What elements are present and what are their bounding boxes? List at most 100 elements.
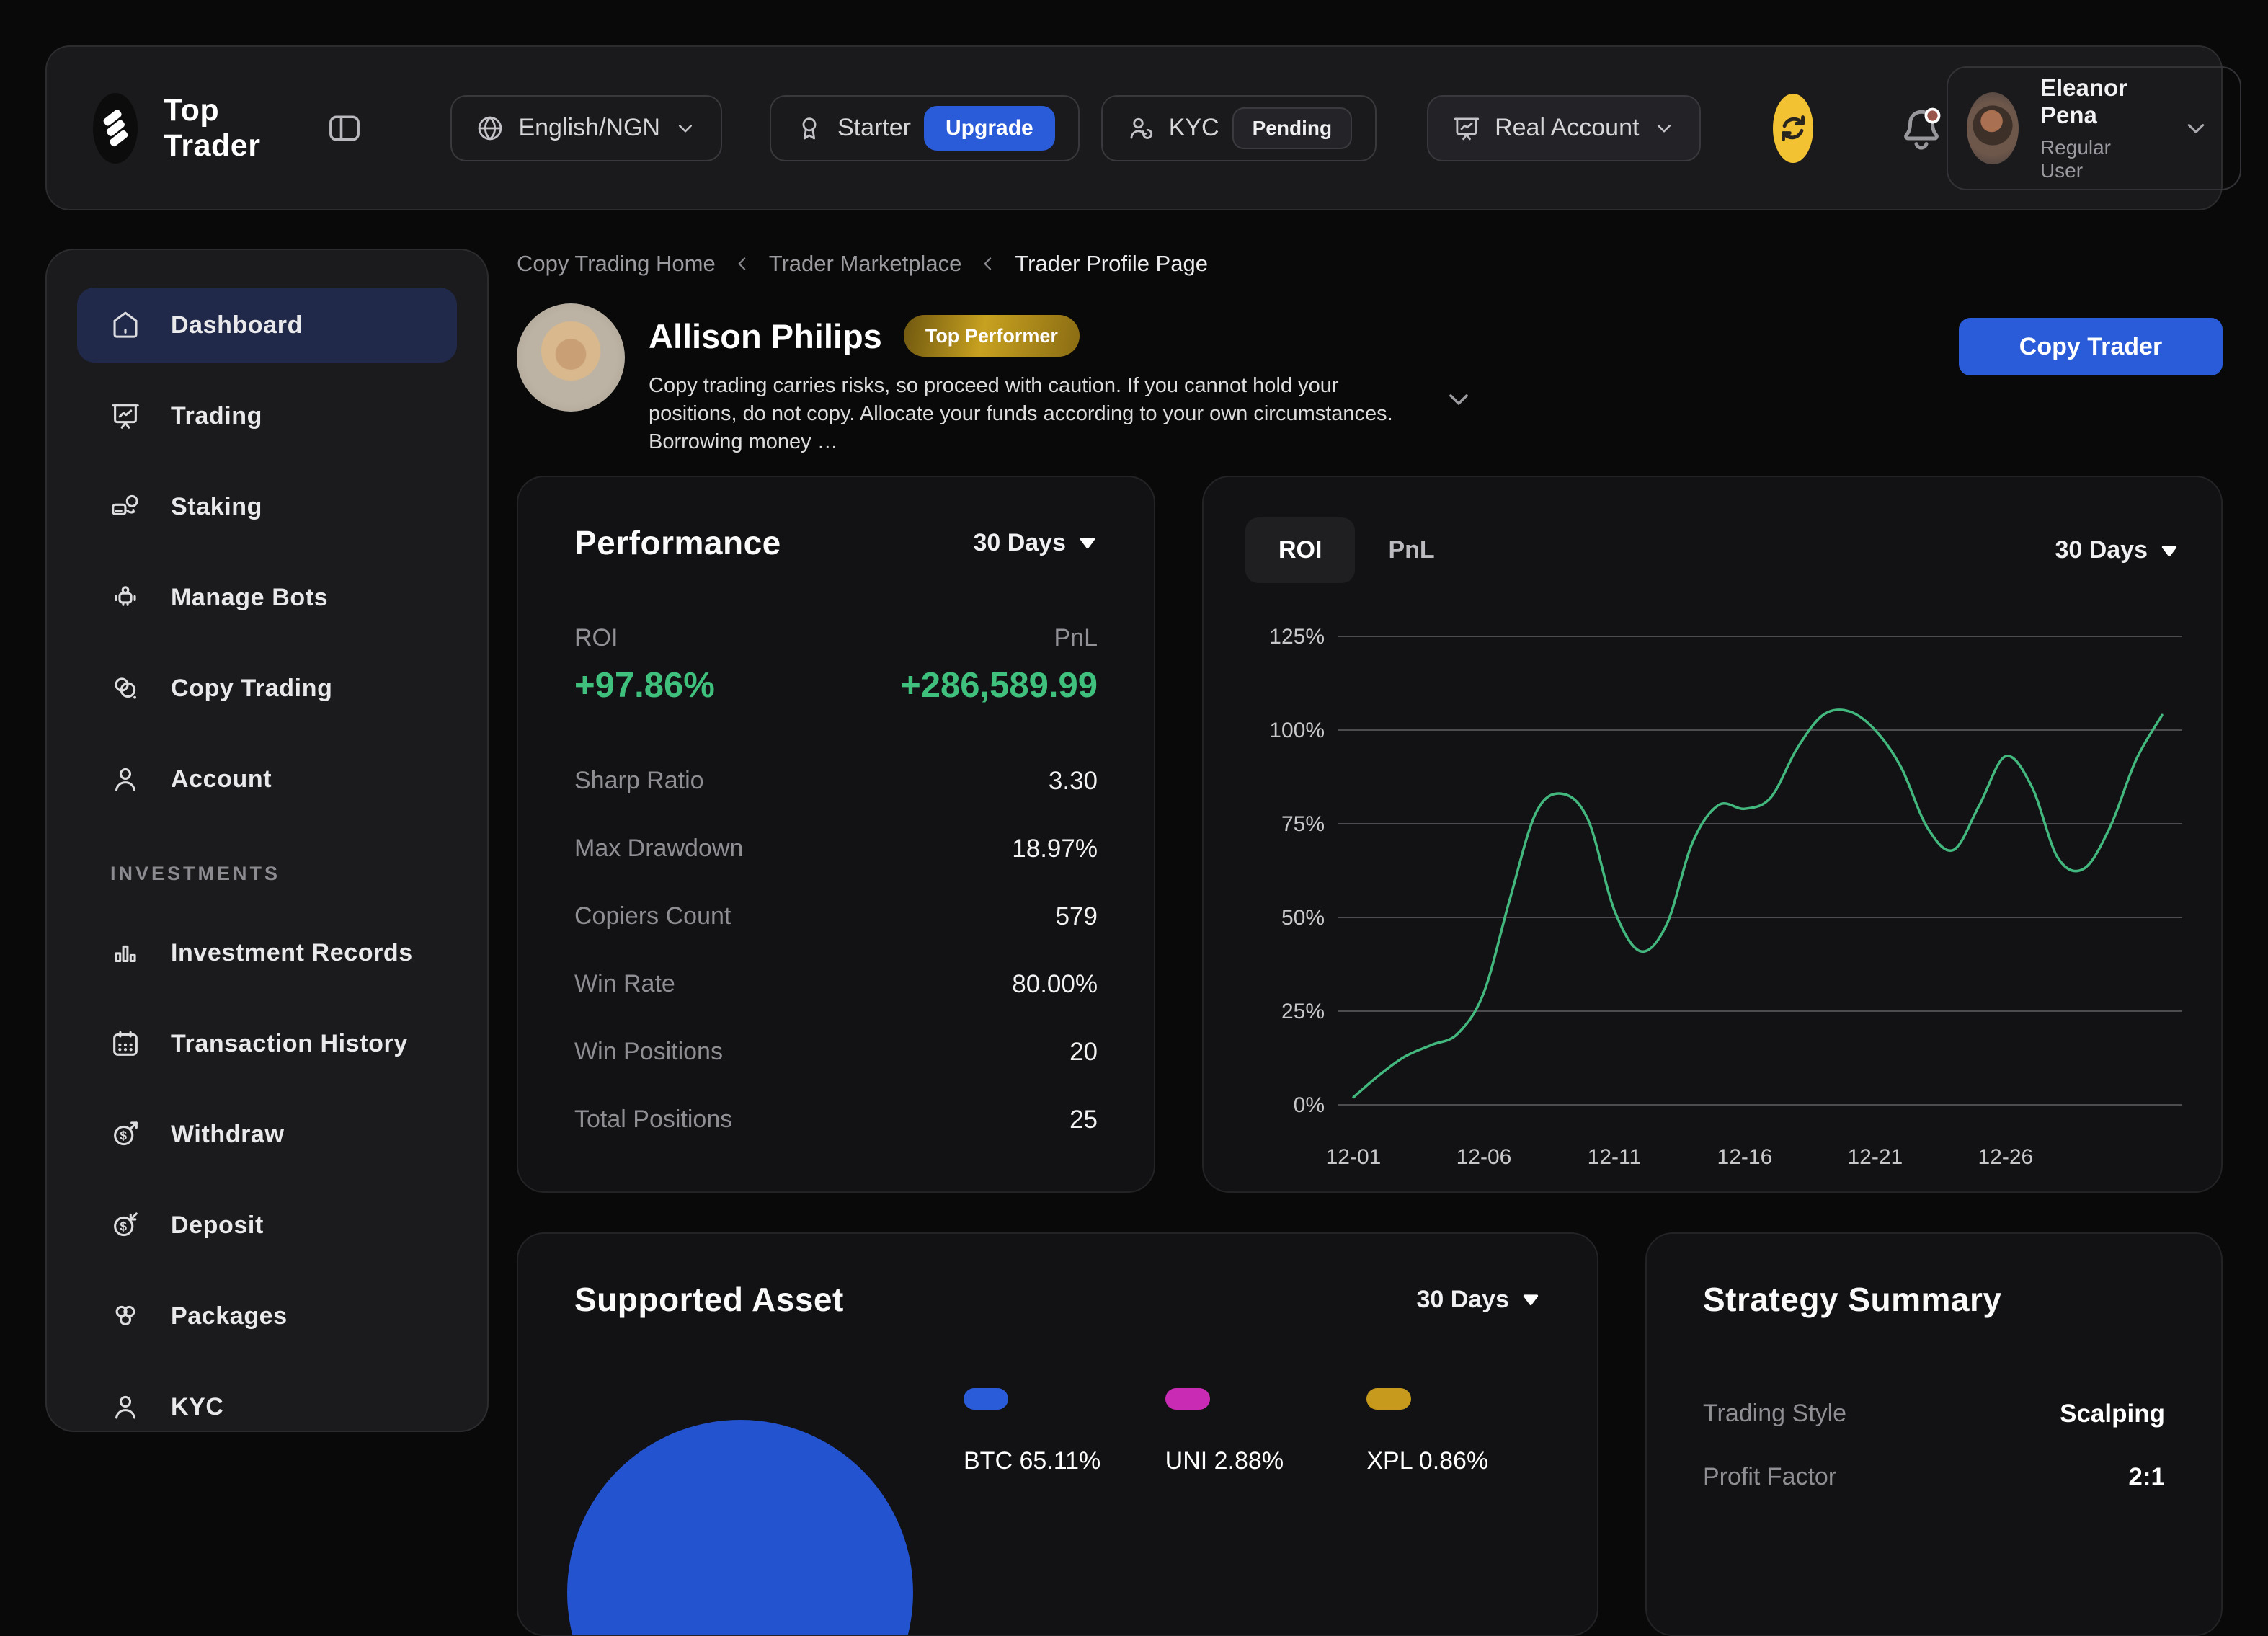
period-label: 30 Days <box>973 528 1066 556</box>
roi-line-chart: 0% 25% 50% 75% 100% 125% 12-01 12-06 12-11 12-16 1… <box>1269 625 2182 1169</box>
stat-value: 18.97% <box>1012 835 1098 863</box>
legend-swatch-btc <box>964 1388 1008 1410</box>
robot-icon <box>109 581 142 614</box>
asset-pie-chart <box>567 1420 913 1635</box>
sidebar-item-trading[interactable]: Trading <box>77 378 457 453</box>
chevron-down-icon <box>673 116 698 141</box>
tab-roi[interactable]: ROI <box>1245 517 1356 583</box>
sidebar-item-label: Staking <box>171 492 263 520</box>
sidebar-item-dashboard[interactable]: Dashboard <box>77 288 457 363</box>
svg-text:125%: 125% <box>1269 625 1325 649</box>
user-name: Eleanor Pena <box>2040 74 2127 128</box>
stat-row-total-positions: Total Positions 25 <box>574 1086 1098 1154</box>
stat-label: Total Positions <box>574 1106 733 1133</box>
user-sync-icon <box>1126 113 1156 143</box>
plan-pill[interactable]: Starter Upgrade <box>769 94 1080 161</box>
sidebar-item-manage-bots[interactable]: Manage Bots <box>77 560 457 635</box>
plan-label: Starter <box>837 114 912 141</box>
sidebar-item-withdraw[interactable]: $ Withdraw <box>77 1097 457 1172</box>
legend-swatch-xpl <box>1366 1388 1412 1410</box>
sidebar-toggle-icon[interactable] <box>325 109 364 148</box>
sidebar-item-staking[interactable]: Staking <box>77 469 457 544</box>
performance-period-dropdown[interactable]: 30 Days <box>973 529 1098 557</box>
expand-disclaimer-chevron-icon[interactable] <box>1441 382 1476 417</box>
kyc-pill[interactable]: KYC Pending <box>1100 94 1377 161</box>
presentation-icon <box>1451 113 1482 143</box>
breadcrumb-trader-profile-page: Trader Profile Page <box>1015 251 1208 276</box>
sidebar-item-label: Deposit <box>171 1211 264 1239</box>
svg-text:$: $ <box>120 1219 128 1234</box>
svg-text:12-21: 12-21 <box>1848 1145 1903 1169</box>
strategy-row-profit-factor: Profit Factor 2:1 <box>1703 1446 2165 1509</box>
svg-text:12-06: 12-06 <box>1457 1145 1512 1169</box>
svg-text:75%: 75% <box>1281 812 1325 836</box>
caret-down-icon <box>1523 1294 1539 1306</box>
stat-label: Win Rate <box>574 970 675 997</box>
user-avatar <box>1967 92 2019 164</box>
stat-value: 25 <box>1069 1106 1098 1134</box>
kyc-label: KYC <box>1168 114 1219 141</box>
sidebar-item-label: Transaction History <box>171 1029 408 1057</box>
pnl-label: PnL <box>1054 624 1098 652</box>
svg-text:12-26: 12-26 <box>1978 1145 2033 1169</box>
account-type-selector[interactable]: Real Account <box>1427 94 1702 161</box>
roi-label: ROI <box>574 624 618 652</box>
performance-card: Performance 30 Days ROI +97.86% PnL +286… <box>517 476 1155 1193</box>
svg-text:$: $ <box>120 1129 128 1143</box>
tab-pnl[interactable]: PnL <box>1388 536 1435 564</box>
calendar-icon <box>109 1027 142 1060</box>
sidebar-item-packages[interactable]: Packages <box>77 1279 457 1353</box>
strategy-summary-card: Strategy Summary Trading Style Scalping … <box>1645 1232 2223 1636</box>
strategy-title: Strategy Summary <box>1703 1281 2002 1318</box>
deposit-icon: $ <box>109 1209 142 1242</box>
user-menu[interactable]: Eleanor Pena Regular User <box>1947 66 2242 190</box>
legend-item-uni: UNI 2.88% <box>1165 1388 1367 1475</box>
staking-icon <box>109 490 142 523</box>
breadcrumb-trader-marketplace[interactable]: Trader Marketplace <box>768 251 962 276</box>
chart-period-dropdown[interactable]: 30 Days <box>2055 536 2179 564</box>
stat-label: Sharp Ratio <box>574 767 704 794</box>
upgrade-button[interactable]: Upgrade <box>924 105 1055 151</box>
sidebar-section-investments: INVESTMENTS <box>110 863 281 884</box>
strategy-label: Profit Factor <box>1703 1463 1837 1490</box>
language-selector[interactable]: English/NGN <box>450 94 722 161</box>
strategy-row-trading-style: Trading Style Scalping <box>1703 1382 2165 1446</box>
sidebar-item-kyc[interactable]: KYC <box>77 1369 457 1431</box>
svg-text:12-01: 12-01 <box>1326 1145 1382 1169</box>
stat-label: Copiers Count <box>574 902 731 930</box>
strategy-label: Trading Style <box>1703 1400 1847 1427</box>
notifications-bell-icon[interactable] <box>1896 103 1947 154</box>
stat-row-max-drawdown: Max Drawdown 18.97% <box>574 815 1098 883</box>
breadcrumb-copy-trading-home[interactable]: Copy Trading Home <box>517 251 716 276</box>
notification-dot <box>1924 107 1941 123</box>
legend-label: BTC 65.11% <box>964 1447 1101 1475</box>
breadcrumb: Copy Trading Home Trader Marketplace Tra… <box>517 251 1208 277</box>
language-label: English/NGN <box>518 114 660 141</box>
sidebar-item-investment-records[interactable]: Investment Records <box>77 915 457 990</box>
chevron-left-icon <box>731 253 753 275</box>
stat-row-win-positions: Win Positions 20 <box>574 1018 1098 1086</box>
asset-legend: BTC 65.11% UNI 2.88% XPL 0.86% <box>964 1388 1568 1475</box>
svg-text:100%: 100% <box>1269 719 1325 742</box>
legend-item-xpl: XPL 0.86% <box>1366 1388 1568 1475</box>
trader-disclaimer: Copy trading carries risks, so proceed w… <box>649 374 1393 454</box>
refresh-button[interactable] <box>1773 93 1814 163</box>
sidebar-item-label: Packages <box>171 1302 288 1330</box>
strategy-value: 2:1 <box>2128 1463 2165 1491</box>
sidebar-item-deposit[interactable]: $ Deposit <box>77 1188 457 1263</box>
pnl-value: +286,589.99 <box>900 666 1098 705</box>
asset-period-dropdown[interactable]: 30 Days <box>1416 1286 1541 1314</box>
brand-logo <box>93 92 138 164</box>
svg-text:12-16: 12-16 <box>1717 1145 1773 1169</box>
roi-chart-card: ROI PnL 30 Days 0% 25% 50% 75% 100% 125% 12-01… <box>1202 476 2223 1193</box>
copy-trader-button[interactable]: Copy Trader <box>1959 318 2223 375</box>
svg-text:0%: 0% <box>1294 1093 1325 1117</box>
sidebar-item-transaction-history[interactable]: Transaction History <box>77 1006 457 1081</box>
sidebar-item-copy-trading[interactable]: Copy Trading <box>77 651 457 726</box>
stat-label: Win Positions <box>574 1038 723 1065</box>
stat-value: 579 <box>1055 902 1098 930</box>
chevron-left-icon <box>977 253 999 275</box>
sidebar-item-account[interactable]: Account <box>77 742 457 817</box>
home-icon <box>109 308 142 342</box>
supported-asset-card: Supported Asset 30 Days BTC 65.11% UNI 2… <box>517 1232 1598 1636</box>
